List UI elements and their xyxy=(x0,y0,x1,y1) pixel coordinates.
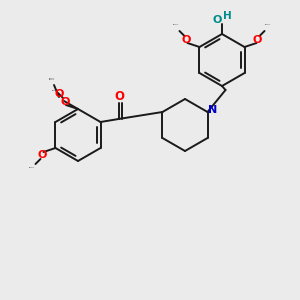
Text: O: O xyxy=(182,35,191,45)
Text: O: O xyxy=(253,35,262,45)
Text: methoxy: methoxy xyxy=(173,23,180,25)
Text: O: O xyxy=(115,89,124,103)
Text: H: H xyxy=(223,11,231,21)
Text: methoxy: methoxy xyxy=(29,167,36,168)
Text: O: O xyxy=(54,89,64,99)
Text: O: O xyxy=(212,15,222,25)
Text: methoxy: methoxy xyxy=(49,77,55,79)
Text: methoxy: methoxy xyxy=(52,89,58,91)
Text: methoxy: methoxy xyxy=(49,78,55,80)
Text: methoxy: methoxy xyxy=(264,23,271,25)
Text: N: N xyxy=(208,105,217,115)
Text: O: O xyxy=(38,150,47,160)
Text: O: O xyxy=(60,97,70,107)
